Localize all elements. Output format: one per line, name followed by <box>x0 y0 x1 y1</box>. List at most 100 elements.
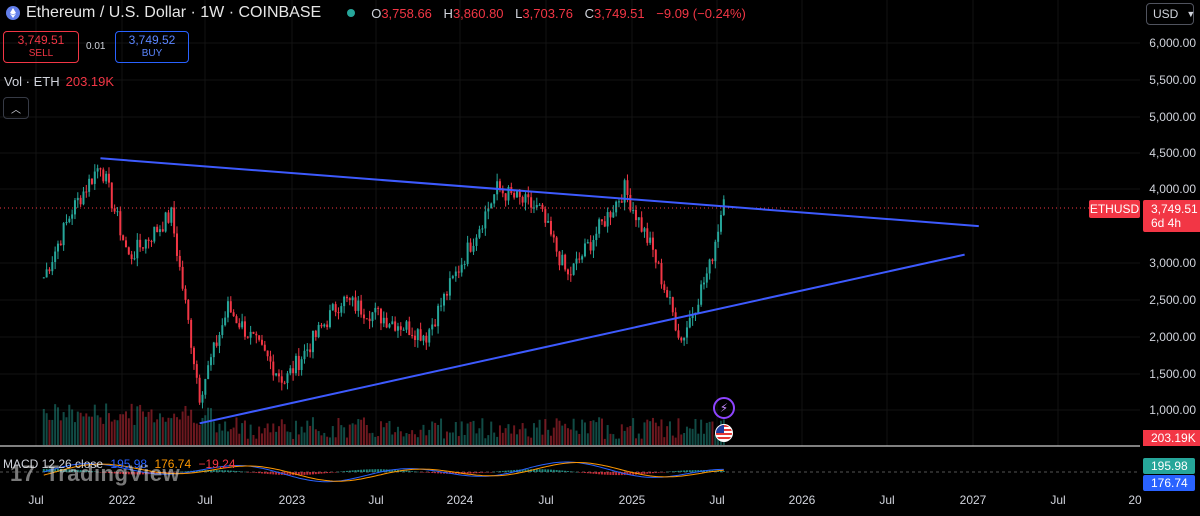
volume-bar <box>119 414 122 445</box>
x-tick: 20 <box>1128 493 1142 507</box>
candle-body <box>59 243 62 246</box>
volume-bar <box>666 426 669 445</box>
volume-bar <box>371 432 374 445</box>
volume-bar <box>657 426 660 445</box>
candle-body <box>105 173 108 182</box>
candle-body <box>717 231 720 242</box>
candle-body <box>385 317 388 328</box>
macd-histogram-bar <box>484 472 487 473</box>
y-tick: 2,000.00 <box>1149 330 1196 344</box>
macd-histogram-bar <box>243 471 246 473</box>
macd-histogram-bar <box>368 469 371 472</box>
macd-histogram-bar <box>238 471 241 472</box>
candle-body <box>309 349 312 353</box>
macd-histogram-bar <box>490 472 493 473</box>
candle-body <box>382 317 385 324</box>
x-tick: 2024 <box>446 493 474 507</box>
macd-legend[interactable]: MACD 12 26 close 195.98 176.74 −19.24 <box>3 457 236 471</box>
macd-histogram-bar <box>535 469 538 472</box>
macd-histogram-bar <box>382 469 385 472</box>
macd-histogram-bar <box>466 472 469 474</box>
ohlc-readout: O3,758.66 H3,860.80 L3,703.76 C3,749.51 … <box>371 6 746 21</box>
collapse-legend-button[interactable]: ︿ <box>3 97 29 119</box>
volume-bar <box>51 419 54 445</box>
macd-histogram-bar <box>269 472 272 475</box>
macd-histogram-bar <box>377 469 380 472</box>
volume-bar <box>337 418 340 445</box>
candle-body <box>85 191 88 193</box>
macd-histogram-value: −19.24 <box>198 457 236 471</box>
volume-bar <box>419 429 422 445</box>
macd-histogram-bar <box>549 469 552 472</box>
volume-bar <box>255 438 258 445</box>
volume-bar <box>218 423 221 445</box>
macd-histogram-bar <box>697 470 700 472</box>
volume-bar <box>443 438 446 445</box>
candle-body <box>147 239 150 241</box>
volume-bar <box>457 436 460 445</box>
market-open-dot-icon <box>347 9 356 17</box>
candle-body <box>547 220 550 223</box>
candle-body <box>575 258 578 264</box>
buy-button[interactable]: 3,749.52 BUY <box>115 31 189 63</box>
candle-body <box>666 290 669 298</box>
volume-legend[interactable]: Vol · ETH 203.19K <box>4 74 114 89</box>
macd-histogram-bar <box>331 472 334 473</box>
candle-body <box>246 336 249 338</box>
volume-bar <box>583 422 586 445</box>
candle-body <box>513 192 516 198</box>
candle-body <box>79 197 82 205</box>
macd-histogram-bar <box>362 469 365 472</box>
macd-histogram-bar <box>606 472 609 475</box>
candle-body <box>411 335 414 337</box>
macd-histogram-bar <box>62 468 65 472</box>
candle-body <box>207 365 210 380</box>
volume-bar <box>164 421 167 445</box>
candle-body <box>671 297 674 313</box>
candle-body <box>283 382 286 384</box>
candle-body <box>334 304 337 313</box>
macd-label: MACD 12 26 close <box>3 457 104 471</box>
macd-histogram-bar <box>294 472 297 476</box>
volume-bar <box>688 428 691 445</box>
volume-bar <box>541 434 544 445</box>
macd-histogram-bar <box>184 471 187 472</box>
volume-value-tag: 203.19K <box>1143 430 1200 446</box>
sell-button[interactable]: 3,749.51 SELL <box>3 31 79 63</box>
candle-body <box>478 229 481 238</box>
volume-bar <box>269 432 272 445</box>
candle-body <box>229 301 232 313</box>
candle-body <box>119 211 122 236</box>
macd-histogram-bar <box>685 470 688 472</box>
volume-bar <box>572 418 575 445</box>
x-tick: Jul <box>879 493 895 507</box>
macd-histogram-bar <box>566 471 569 472</box>
macd-histogram-bar <box>323 472 326 474</box>
bar-countdown: 6d 4h <box>1151 216 1182 230</box>
us-flag-event-icon[interactable] <box>715 424 733 442</box>
candle-body <box>303 350 306 360</box>
candle-body <box>175 233 178 256</box>
macd-histogram-bar <box>440 472 443 474</box>
symbol-title[interactable]: Ethereum / U.S. Dollar · 1W · COINBASE <box>26 4 322 21</box>
candle-body <box>440 305 443 307</box>
macd-histogram-bar <box>68 469 71 472</box>
macd-histogram-bar <box>229 470 232 472</box>
lightning-event-icon[interactable]: ⚡ <box>713 397 735 419</box>
candle-body <box>221 325 224 335</box>
volume-bar <box>167 417 170 445</box>
candle-body <box>646 228 649 243</box>
macd-histogram-bar <box>569 471 572 472</box>
macd-histogram-bar <box>434 472 437 474</box>
candle-body <box>289 368 292 374</box>
volume-bar <box>440 418 443 445</box>
candle-body <box>714 241 717 262</box>
currency-selector[interactable]: USD ▼ <box>1146 3 1195 25</box>
volume-bar <box>663 437 666 445</box>
candle-body <box>544 209 547 223</box>
x-tick: Jul <box>28 493 44 507</box>
macd-histogram-bar <box>603 472 606 475</box>
volume-bar <box>153 422 156 445</box>
volume-bar <box>708 421 711 445</box>
